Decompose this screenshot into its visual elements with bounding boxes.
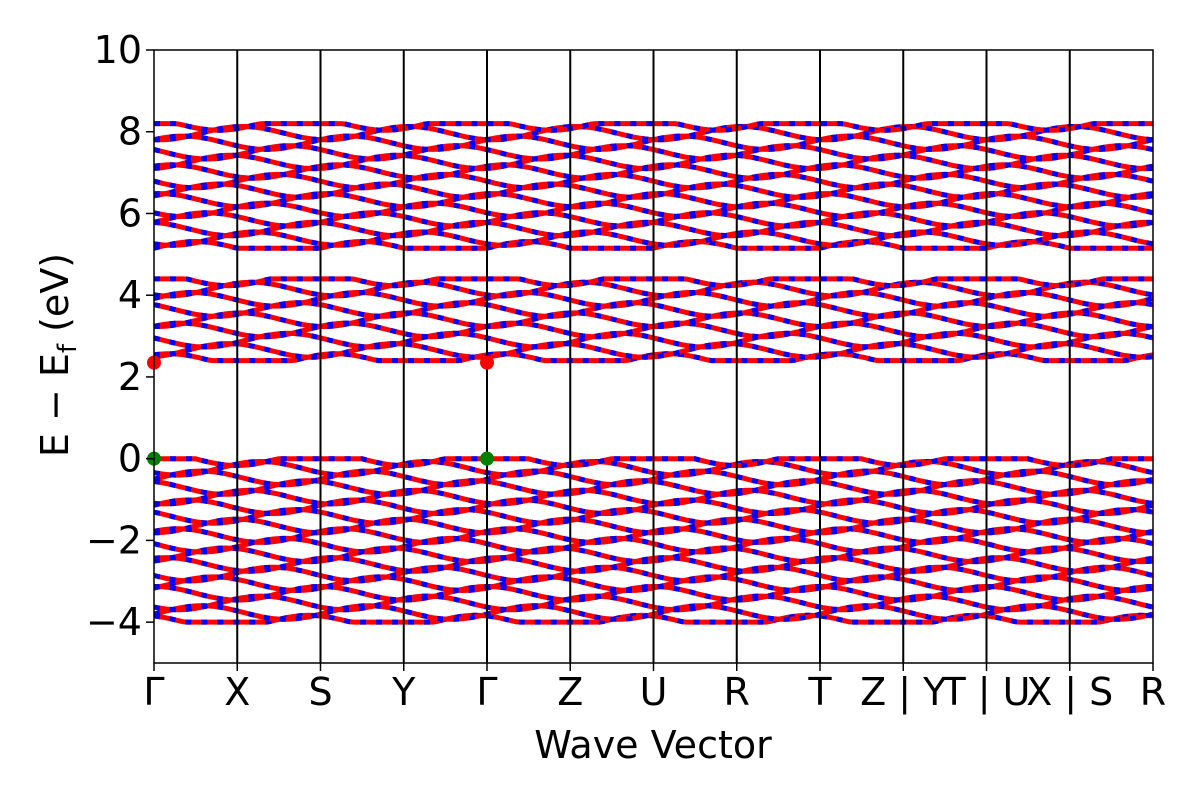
x-tick-label: S xyxy=(308,670,332,714)
y-axis-ticks: 10 8 6 4 2 0 −2 −4 xyxy=(86,28,154,644)
x-tick-label: Z | Y xyxy=(860,670,947,715)
y-tick-label: 0 xyxy=(118,437,142,481)
y-tick-label: 8 xyxy=(118,110,142,154)
x-tick-label: U xyxy=(640,670,668,714)
y-axis-label: E − Ef (eV) xyxy=(33,253,83,457)
x-tick-label: Z xyxy=(557,670,583,714)
x-tick-label: T | U xyxy=(942,670,1031,715)
y-tick-label: 4 xyxy=(118,273,142,317)
x-tick-label: Γ xyxy=(143,670,164,714)
y-axis-label-unit: (eV) xyxy=(33,253,77,344)
y-tick-label: −4 xyxy=(86,600,142,644)
x-tick-label: Γ xyxy=(476,670,497,714)
y-tick-label: 2 xyxy=(118,355,142,399)
x-tick-label: R xyxy=(1140,670,1166,714)
x-axis-label: Wave Vector xyxy=(534,723,772,767)
x-tick-label: X xyxy=(224,670,250,714)
y-tick-label: 10 xyxy=(94,28,142,72)
y-tick-label: 6 xyxy=(118,191,142,235)
y-tick-label: −2 xyxy=(86,518,142,562)
x-axis-ticks: Γ X S Y Γ Z U R T Z | YT | UX | S R xyxy=(143,663,1166,715)
y-axis-label-sub: f xyxy=(53,343,83,353)
vbm-marker xyxy=(480,451,494,466)
x-tick-label: X | S xyxy=(1026,670,1113,715)
cbm-marker xyxy=(480,355,494,370)
x-tick-label: T xyxy=(807,670,832,714)
x-tick-label: Y xyxy=(391,670,416,714)
x-tick-label: R xyxy=(724,670,750,714)
y-axis-label-main: E − E xyxy=(33,353,77,457)
